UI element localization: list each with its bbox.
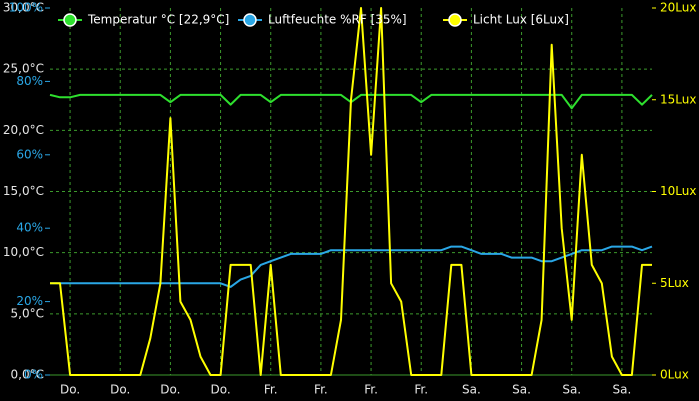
y-tick-label: 5,0°C [11,306,44,320]
legend-marker [448,13,462,27]
y2-tick-label: 15Lux [660,92,696,106]
x-tick-label: Fr. [264,383,278,397]
y3-tick-label: 0% [24,368,43,382]
y3-tick-label: 60% [16,147,43,161]
legend-marker [63,13,77,27]
y-tick-label: 15,0°C [3,184,44,198]
legend-label: Luftfeuchte %RF [35%] [268,13,407,27]
x-tick-label: Sa. [613,383,632,397]
y2-tick-label: 0Lux [660,368,689,382]
x-tick-label: Do. [110,383,130,397]
y2-tick-label: 10Lux [660,184,696,198]
legend-label: Temperatur °C [22,9°C] [87,13,229,27]
legend-label: Licht Lux [6Lux] [473,13,569,27]
y3-tick-label: 40% [16,221,43,235]
x-tick-label: Fr. [364,383,378,397]
y-tick-label: 20,0°C [3,123,44,137]
series-line [50,245,653,288]
x-tick-label: Fr. [314,383,328,397]
y-tick-label: 10,0°C [3,245,44,259]
y-tick-label: 0,0°C [11,368,44,382]
x-tick-label: Sa. [462,383,481,397]
legend-marker [243,13,257,27]
x-tick-label: Sa. [562,383,581,397]
y2-tick-label: 20Lux [660,1,696,15]
x-tick-label: Do. [60,383,80,397]
x-tick-label: Fr. [414,383,428,397]
x-tick-label: Do. [160,383,180,397]
y3-tick-label: 80% [16,74,43,88]
x-tick-label: Do. [210,383,230,397]
series-line [50,7,652,376]
y2-tick-label: 5Lux [660,276,689,290]
y3-tick-label: 20% [16,294,43,308]
x-tick-label: Sa. [512,383,531,397]
y-tick-label: 25,0°C [3,62,44,76]
y-tick-label: 30,0°C [3,1,44,15]
y3-tick-label: 100% [9,1,43,15]
